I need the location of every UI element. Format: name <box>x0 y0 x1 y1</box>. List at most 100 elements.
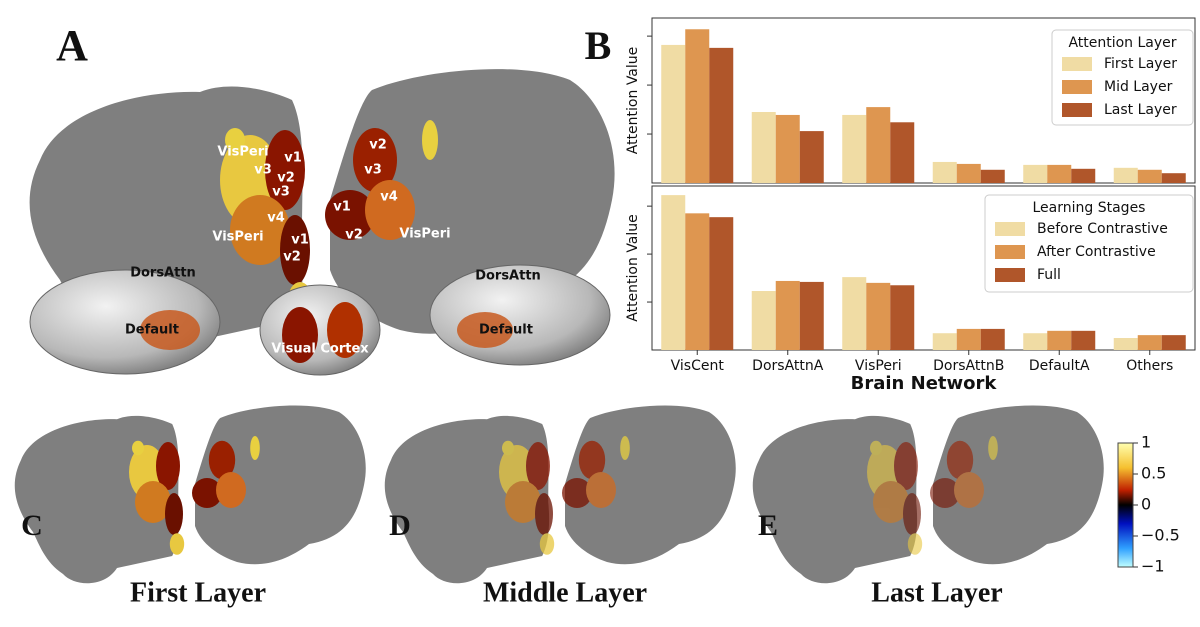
bar <box>799 131 824 183</box>
bar <box>932 161 957 183</box>
bar <box>1071 330 1096 350</box>
bar <box>661 195 686 350</box>
region-label: v2 <box>345 228 363 243</box>
legend-label: First Layer <box>1104 56 1177 72</box>
bar <box>866 282 891 350</box>
colorbar-tick-label: −0.5 <box>1141 526 1180 545</box>
region-label: v2 <box>283 250 301 265</box>
x-tick-label: DorsAttnB <box>933 358 1004 374</box>
legend-swatch <box>995 268 1025 282</box>
region-label: VisPeri <box>399 227 450 242</box>
bar <box>866 107 891 183</box>
bar <box>751 291 776 350</box>
bar <box>709 47 734 183</box>
legend-swatch <box>995 222 1025 236</box>
region-label: v4 <box>380 190 398 205</box>
bar <box>799 281 824 350</box>
bar <box>709 217 734 350</box>
legend-box <box>1051 29 1194 126</box>
region-label: VisPeri <box>212 230 263 245</box>
panel-label: C <box>21 509 43 542</box>
bar <box>1113 167 1138 183</box>
plot-frame <box>651 17 1196 184</box>
region-label: v1 <box>333 200 351 215</box>
legend-title: Learning Stages <box>1033 200 1146 216</box>
heatmap <box>327 302 363 358</box>
bar <box>685 29 710 184</box>
layer-title: Last Layer <box>871 577 1002 608</box>
heatmap <box>140 310 200 350</box>
x-tick-label: DefaultA <box>1029 358 1090 374</box>
y-axis-label: Attention Value <box>625 47 641 155</box>
panel-label: E <box>758 509 778 542</box>
colorbar-tick-label: −1 <box>1141 557 1165 576</box>
plot-frame <box>651 185 1196 351</box>
flatmap <box>752 405 1104 584</box>
bar <box>980 169 1005 183</box>
region-label: Default <box>125 323 179 338</box>
bar <box>1047 330 1072 350</box>
heatmap <box>282 307 318 363</box>
legend-swatch <box>1062 103 1092 117</box>
bar <box>1137 335 1162 350</box>
legend-swatch <box>1062 80 1092 94</box>
colorbar-tick-label: 0.5 <box>1141 464 1166 483</box>
bar <box>842 277 867 350</box>
colorbar-tick-label: 0 <box>1141 495 1151 514</box>
bar <box>685 213 710 350</box>
legend-box <box>984 194 1194 293</box>
heatmap <box>457 312 513 348</box>
x-tick-label: VisPeri <box>855 358 902 374</box>
x-tick-label: Others <box>1126 358 1173 374</box>
region-label: v1 <box>284 151 302 166</box>
flatmap <box>14 405 366 584</box>
bar <box>1071 168 1096 183</box>
bar <box>1137 169 1162 183</box>
region-label: v3 <box>272 185 290 200</box>
region-label: VisPeri <box>217 145 268 160</box>
y-axis-label: Attention Value <box>625 214 641 322</box>
bar <box>775 114 800 183</box>
panel-label: D <box>389 509 411 542</box>
legend-label: Last Layer <box>1104 102 1177 118</box>
legend-label: Mid Layer <box>1104 79 1173 95</box>
legend-swatch <box>1062 57 1092 71</box>
region-label: DorsAttn <box>475 269 541 284</box>
region-label: Default <box>479 323 533 338</box>
bar <box>956 328 981 350</box>
region-label: Visual Cortex <box>271 342 369 357</box>
region-label: v2 <box>277 171 295 186</box>
bar <box>1113 338 1138 350</box>
legend-label: Before Contrastive <box>1037 221 1168 237</box>
region-label: v3 <box>364 163 382 178</box>
legend-title: Attention Layer <box>1068 35 1176 51</box>
panel-label: B <box>585 23 612 68</box>
bar <box>1047 164 1072 183</box>
bar <box>1023 333 1048 350</box>
x-tick-label: DorsAttnA <box>752 358 824 374</box>
legend-swatch <box>995 245 1025 259</box>
region-label: v3 <box>254 163 272 178</box>
bar <box>890 285 915 350</box>
panel-label: A <box>56 21 88 70</box>
layer-title: Middle Layer <box>483 577 647 608</box>
region-label: v4 <box>267 211 285 226</box>
region-label: v2 <box>369 138 387 153</box>
layer-title: First Layer <box>130 577 266 608</box>
colorbar <box>1117 442 1134 568</box>
region-label: v1 <box>291 233 309 248</box>
bar <box>890 122 915 183</box>
bar <box>932 333 957 350</box>
bar <box>842 114 867 183</box>
bar <box>751 112 776 183</box>
bar <box>661 44 686 183</box>
flatmap <box>384 405 736 584</box>
flatmap-middle <box>384 405 736 584</box>
legend-label: Full <box>1037 267 1061 283</box>
bar <box>1161 335 1186 350</box>
flatmap-last <box>752 405 1104 584</box>
bar <box>1161 173 1186 183</box>
bar <box>956 163 981 183</box>
x-axis-label: Brain Network <box>851 373 998 394</box>
